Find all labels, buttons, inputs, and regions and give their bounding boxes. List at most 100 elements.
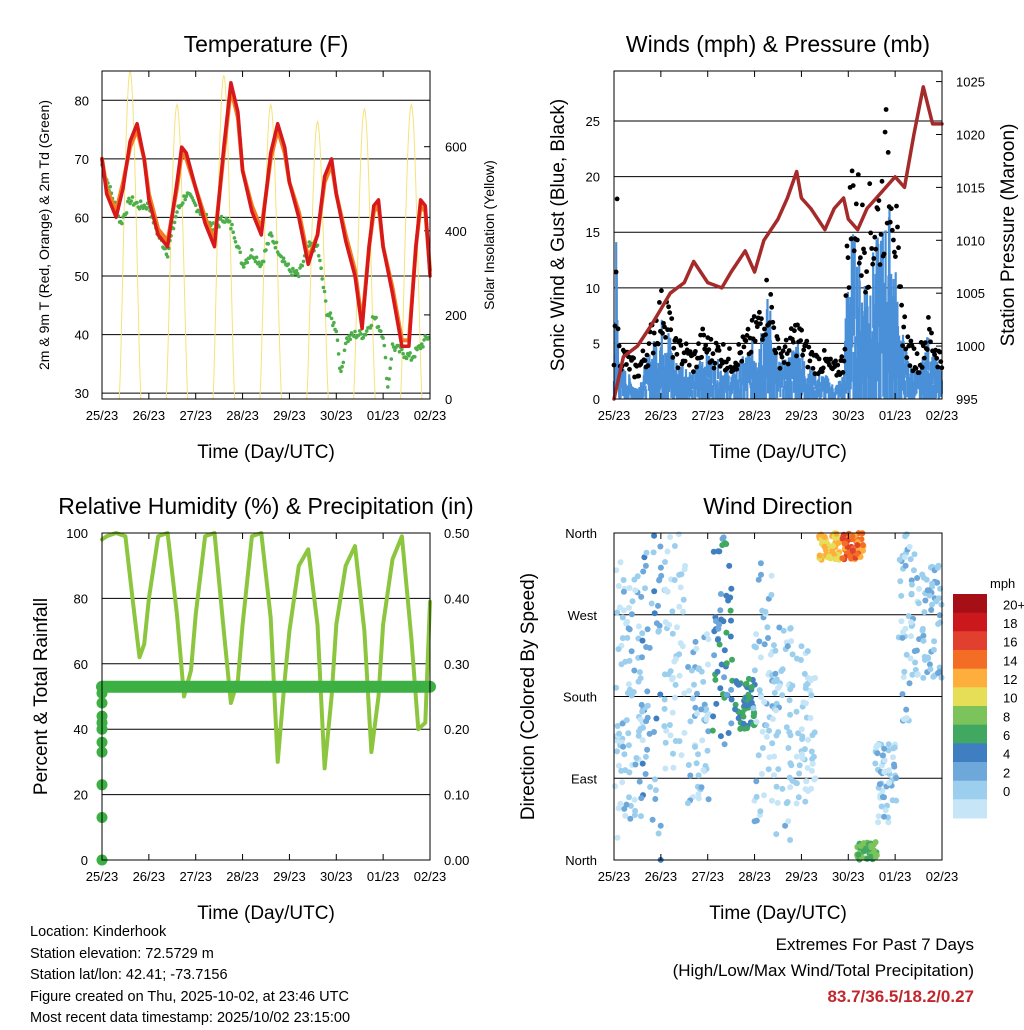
gust-point — [675, 365, 681, 371]
y-tick-label: 60 — [74, 657, 88, 672]
direction-point — [761, 792, 767, 799]
direction-point — [652, 787, 659, 794]
x-tick-label: 30/23 — [320, 408, 353, 423]
dewpoint-point — [422, 338, 426, 342]
precip-series — [96, 680, 436, 866]
direction-point — [639, 654, 645, 661]
direction-point — [639, 737, 646, 744]
direction-point — [796, 762, 803, 769]
direction-point — [818, 531, 825, 538]
dewpoint-point — [381, 336, 385, 340]
gust-point — [614, 196, 620, 202]
direction-point — [884, 802, 890, 809]
plot-frame — [613, 532, 943, 861]
direction-point — [626, 657, 633, 664]
direction-point — [681, 729, 688, 736]
colorbar-label: 6 — [1003, 728, 1010, 743]
direction-point — [626, 686, 633, 693]
direction-point — [930, 646, 937, 653]
direction-point — [721, 741, 728, 748]
direction-point — [779, 692, 786, 699]
direction-point — [675, 531, 682, 538]
x-tick-label: 25/23 — [598, 869, 631, 884]
gust-point — [706, 347, 712, 352]
direction-point — [744, 702, 750, 709]
gust-point — [691, 369, 696, 375]
direction-point — [908, 590, 915, 597]
gust-point — [775, 336, 781, 342]
y-right-tick-label: 1020 — [956, 127, 985, 142]
direction-point — [642, 753, 649, 760]
direction-point — [686, 687, 692, 694]
direction-point — [625, 730, 632, 737]
gust-point — [770, 319, 776, 325]
gust-point — [855, 172, 861, 178]
direction-point — [881, 757, 888, 764]
direction-point — [879, 794, 886, 800]
direction-point — [650, 549, 657, 556]
y-tick-label: 40 — [74, 722, 88, 737]
direction-point — [757, 560, 764, 567]
direction-point — [787, 711, 794, 718]
dewpoint-point — [257, 260, 261, 265]
direction-point — [640, 724, 646, 731]
direction-point — [711, 652, 718, 659]
direction-point — [710, 548, 717, 555]
gust-point — [821, 348, 827, 353]
gust-point — [727, 346, 732, 351]
gust-point — [907, 363, 913, 368]
direction-point — [745, 691, 752, 698]
sonic-wind-series — [612, 206, 943, 399]
x-tick-label: 01/23 — [879, 869, 912, 884]
gust-point — [734, 366, 740, 372]
gust-point — [926, 315, 931, 320]
gust-point — [928, 339, 933, 345]
gust-point — [932, 352, 937, 357]
gust-point — [615, 326, 621, 332]
direction-point — [912, 659, 919, 666]
direction-point — [886, 779, 893, 786]
direction-point — [774, 799, 781, 806]
direction-point — [782, 822, 789, 829]
gust-point — [762, 326, 767, 332]
gust-point — [745, 326, 751, 332]
gust-point — [712, 360, 718, 366]
direction-point — [875, 819, 882, 826]
direction-point — [714, 636, 721, 643]
direction-point — [670, 674, 676, 681]
x-tick-label: 29/23 — [785, 408, 818, 423]
gust-point — [715, 344, 721, 350]
dewpoint-point — [374, 315, 378, 320]
direction-point — [703, 716, 710, 723]
direction-point — [643, 549, 650, 556]
direction-point — [872, 839, 879, 846]
gust-point — [651, 330, 657, 336]
direction-point — [723, 691, 730, 698]
dewpoint-point — [144, 207, 149, 211]
gust-point — [751, 314, 757, 319]
direction-point — [680, 608, 687, 615]
direction-point — [855, 851, 862, 858]
gust-point — [859, 273, 864, 278]
dewpoint-point — [339, 369, 343, 374]
y-tick-label: 60 — [75, 210, 89, 225]
direction-point — [655, 830, 662, 837]
x-tick-label: 01/23 — [879, 408, 912, 423]
direction-point — [784, 643, 791, 650]
direction-point — [919, 625, 926, 632]
x-axis-label: Time (Day/UTC) — [709, 903, 847, 924]
direction-point — [776, 624, 783, 631]
direction-point — [684, 800, 691, 807]
y-tick-label: 5 — [593, 336, 600, 351]
direction-point — [623, 717, 630, 724]
gust-point — [900, 343, 905, 348]
x-tick-label: 25/23 — [598, 408, 631, 423]
gust-point — [669, 316, 675, 321]
direction-point — [759, 728, 766, 735]
direction-point — [728, 585, 735, 592]
direction-point — [914, 671, 921, 678]
x-tick-label: 29/23 — [273, 408, 306, 423]
gust-point — [868, 230, 874, 236]
direction-point — [717, 591, 724, 597]
dewpoint-point — [217, 225, 221, 229]
